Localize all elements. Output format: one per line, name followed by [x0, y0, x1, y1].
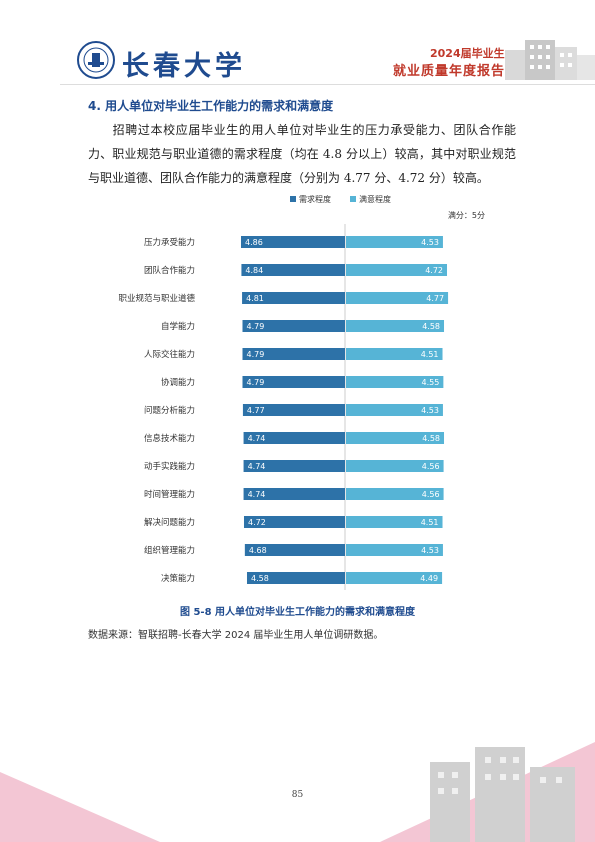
report-title: 就业质量年度报告 [393, 64, 506, 79]
category-label: 时间管理能力 [144, 489, 195, 500]
demand-bar [243, 516, 345, 528]
satisfaction-bar [346, 516, 443, 528]
satisfaction-value-label: 4.49 [420, 574, 438, 583]
figure-caption: 图 5-8 用人单位对毕业生工作能力的需求和满意程度 [179, 607, 416, 618]
satisfaction-value-label: 4.56 [422, 490, 440, 499]
demand-bar [243, 432, 345, 444]
category-label: 团队合作能力 [144, 265, 195, 276]
footer-decoration [0, 742, 595, 842]
satisfaction-value-label: 4.53 [421, 238, 439, 247]
satisfaction-value-label: 4.77 [426, 294, 444, 303]
category-label: 人际交往能力 [144, 349, 195, 360]
satisfaction-value-label: 4.53 [421, 546, 439, 555]
section-paragraph: 招聘过本校应届毕业生的用人单位对毕业生的压力承受能力、团队合作能力、职业规范与职… [88, 118, 516, 190]
demand-value-label: 4.84 [245, 266, 263, 275]
satisfaction-bar [346, 488, 444, 500]
demand-value-label: 4.79 [246, 322, 264, 331]
satisfaction-bar [346, 292, 449, 304]
satisfaction-bar [346, 460, 444, 472]
legend-label: 需求程度 [299, 194, 331, 204]
paragraph-text: 招聘过本校应届毕业生的用人单位对毕业生的压力承受能力、团队合作能力、职业规范与职… [88, 123, 516, 185]
demand-bar [241, 264, 345, 276]
demand-value-label: 4.68 [249, 546, 267, 555]
demand-bar [242, 292, 345, 304]
demand-bar [240, 236, 345, 248]
legend-swatch [290, 196, 296, 202]
satisfaction-value-label: 4.72 [425, 266, 443, 275]
satisfaction-value-label: 4.58 [422, 322, 440, 331]
demand-bar [244, 544, 345, 556]
university-seal-icon [77, 41, 115, 79]
demand-value-label: 4.72 [248, 518, 266, 527]
report-year: 2024届毕业生 [430, 47, 505, 60]
page-header: 长春大学 2024届毕业生 就业质量年度报告 [0, 0, 595, 95]
satisfaction-bar [346, 404, 443, 416]
satisfaction-value-label: 4.58 [422, 434, 440, 443]
demand-bar [243, 488, 345, 500]
satisfaction-value-label: 4.53 [421, 406, 439, 415]
data-source-note: 数据来源：智联招聘-长春大学 2024 届毕业生用人单位调研数据。 [88, 630, 384, 641]
satisfaction-value-label: 4.51 [421, 350, 439, 359]
category-label: 信息技术能力 [144, 433, 195, 444]
category-label: 解决问题能力 [144, 517, 195, 528]
demand-value-label: 4.81 [246, 294, 264, 303]
category-label: 决策能力 [161, 573, 195, 584]
demand-bar [243, 460, 345, 472]
satisfaction-bar [346, 432, 445, 444]
demand-bar [242, 404, 345, 416]
demand-value-label: 4.79 [246, 378, 264, 387]
legend-label: 满意程度 [359, 194, 391, 204]
satisfaction-bar [346, 236, 443, 248]
university-name: 长春大学 [122, 51, 246, 82]
building-illustration-icon [505, 40, 595, 80]
legend-swatch [350, 196, 356, 202]
satisfaction-bar [346, 376, 444, 388]
satisfaction-value-label: 4.56 [422, 462, 440, 471]
demand-value-label: 4.79 [246, 350, 264, 359]
demand-bar [242, 320, 345, 332]
satisfaction-value-label: 4.55 [422, 378, 440, 387]
satisfaction-bar [346, 572, 443, 584]
page-number: 85 [291, 790, 304, 800]
section-heading: 4. 用人单位对毕业生工作能力的需求和满意度 [88, 99, 334, 113]
category-label: 组织管理能力 [144, 545, 195, 556]
demand-bar [242, 348, 345, 360]
category-label: 职业规范与职业道德 [118, 293, 195, 304]
demand-value-label: 4.74 [248, 434, 266, 443]
satisfaction-bar [346, 264, 448, 276]
demand-value-label: 4.86 [245, 238, 263, 247]
demand-value-label: 4.74 [248, 490, 266, 499]
unit-note: 满分：5分 [448, 210, 485, 220]
satisfaction-value-label: 4.51 [421, 518, 439, 527]
category-label: 自学能力 [161, 321, 195, 332]
category-label: 协调能力 [161, 377, 195, 388]
satisfaction-bar [346, 348, 443, 360]
demand-value-label: 4.77 [247, 406, 265, 415]
satisfaction-bar [346, 544, 443, 556]
satisfaction-bar [346, 320, 445, 332]
header-divider [60, 84, 595, 85]
demand-bar [246, 572, 345, 584]
demand-bar [242, 376, 345, 388]
category-label: 动手实践能力 [144, 461, 195, 472]
demand-value-label: 4.74 [248, 462, 266, 471]
category-label: 压力承受能力 [144, 237, 195, 248]
category-label: 问题分析能力 [144, 405, 195, 416]
demand-value-label: 4.58 [251, 574, 269, 583]
